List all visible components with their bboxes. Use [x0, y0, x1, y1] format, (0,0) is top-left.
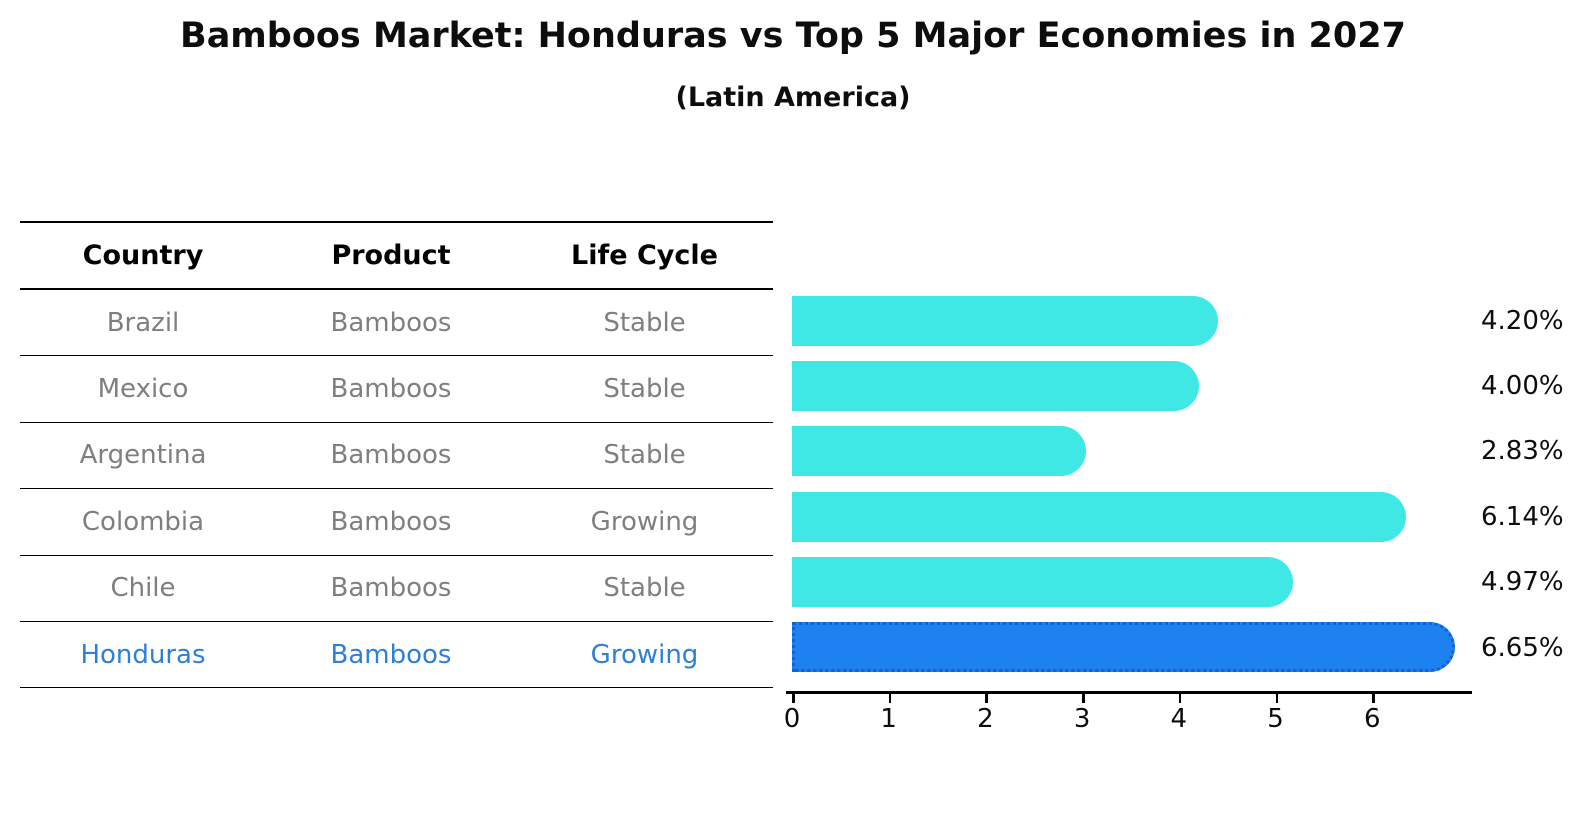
x-axis-tick [792, 694, 795, 703]
table-row-honduras: Honduras Bamboos Growing [20, 622, 773, 689]
cell-product: Bamboos [330, 573, 452, 604]
table-row-mexico: Mexico Bamboos Stable [20, 356, 773, 423]
cell-country: Argentina [79, 440, 207, 471]
table-row-chile: Chile Bamboos Stable [20, 556, 773, 622]
chart-title: Bamboos Market: Honduras vs Top 5 Major … [180, 16, 1406, 56]
value-label-honduras: 6.65% [1481, 632, 1564, 663]
x-axis-tick [1275, 694, 1279, 703]
cell-product: Bamboos [330, 506, 452, 537]
x-axis-tick-label: 2 [977, 704, 994, 734]
value-label-chile: 4.97% [1481, 567, 1564, 598]
cell-product: Bamboos [330, 440, 452, 471]
bar-honduras [792, 622, 1456, 673]
cell-life-cycle: Growing [590, 506, 699, 537]
value-label-mexico: 4.00% [1481, 371, 1564, 402]
table-row-argentina: Argentina Bamboos Stable [20, 423, 773, 490]
bar-mexico [792, 360, 1199, 411]
value-label-column: 4.20% 4.00% 2.83% 6.14% 4.97% 6.65% [1481, 288, 1586, 680]
x-axis-tick [888, 694, 892, 703]
cell-country: Chile [110, 573, 176, 604]
x-axis-tick [985, 694, 988, 703]
cell-product: Bamboos [330, 307, 452, 338]
x-axis-tick [1372, 694, 1375, 703]
cell-country: Colombia [81, 506, 205, 537]
cell-product: Bamboos [330, 374, 452, 405]
cell-life-cycle: Stable [603, 374, 686, 405]
cell-life-cycle: Stable [603, 573, 686, 604]
cell-product: Bamboos [330, 639, 452, 670]
bar-chile [792, 557, 1293, 608]
cell-life-cycle: Stable [603, 440, 686, 471]
value-label-colombia: 6.14% [1481, 501, 1564, 532]
x-axis-tick-label: 0 [783, 704, 801, 734]
cell-life-cycle: Stable [603, 307, 686, 338]
bar-colombia [792, 491, 1406, 542]
bar-row [792, 484, 1492, 549]
table-header-row: Country Product Life Cycle [20, 223, 773, 290]
bar-plot-area [792, 288, 1492, 681]
bar-row [792, 419, 1492, 484]
bar-row [792, 615, 1492, 680]
column-header-country: Country [82, 240, 204, 271]
column-header-product: Product [331, 240, 451, 271]
cell-country: Mexico [97, 374, 189, 405]
bar-row [792, 288, 1492, 353]
cell-country: Honduras [80, 639, 206, 670]
x-axis-tick-label: 6 [1363, 704, 1381, 734]
x-axis-tick-label: 1 [880, 704, 897, 734]
x-axis-tick-label: 4 [1170, 704, 1188, 734]
chart-subtitle: (Latin America) [675, 82, 911, 113]
value-label-argentina: 2.83% [1481, 436, 1564, 467]
x-axis-line [786, 691, 1472, 694]
column-header-life-cycle: Life Cycle [571, 240, 718, 271]
x-axis-tick [1082, 694, 1085, 703]
data-table: Country Product Life Cycle Brazil Bamboo… [20, 221, 773, 689]
bar-row [792, 550, 1492, 615]
table-row-brazil: Brazil Bamboos Stable [20, 290, 773, 357]
cell-country: Brazil [106, 307, 180, 338]
x-axis-tick-label: 5 [1267, 704, 1284, 734]
bar-row [792, 353, 1492, 418]
table-row-colombia: Colombia Bamboos Growing [20, 489, 773, 556]
bar-brazil [792, 295, 1219, 346]
value-label-brazil: 4.20% [1481, 305, 1564, 336]
x-axis-tick-label: 3 [1073, 704, 1091, 734]
cell-life-cycle: Growing [590, 639, 699, 670]
bar-argentina [792, 426, 1086, 477]
x-axis-tick [1178, 694, 1182, 703]
